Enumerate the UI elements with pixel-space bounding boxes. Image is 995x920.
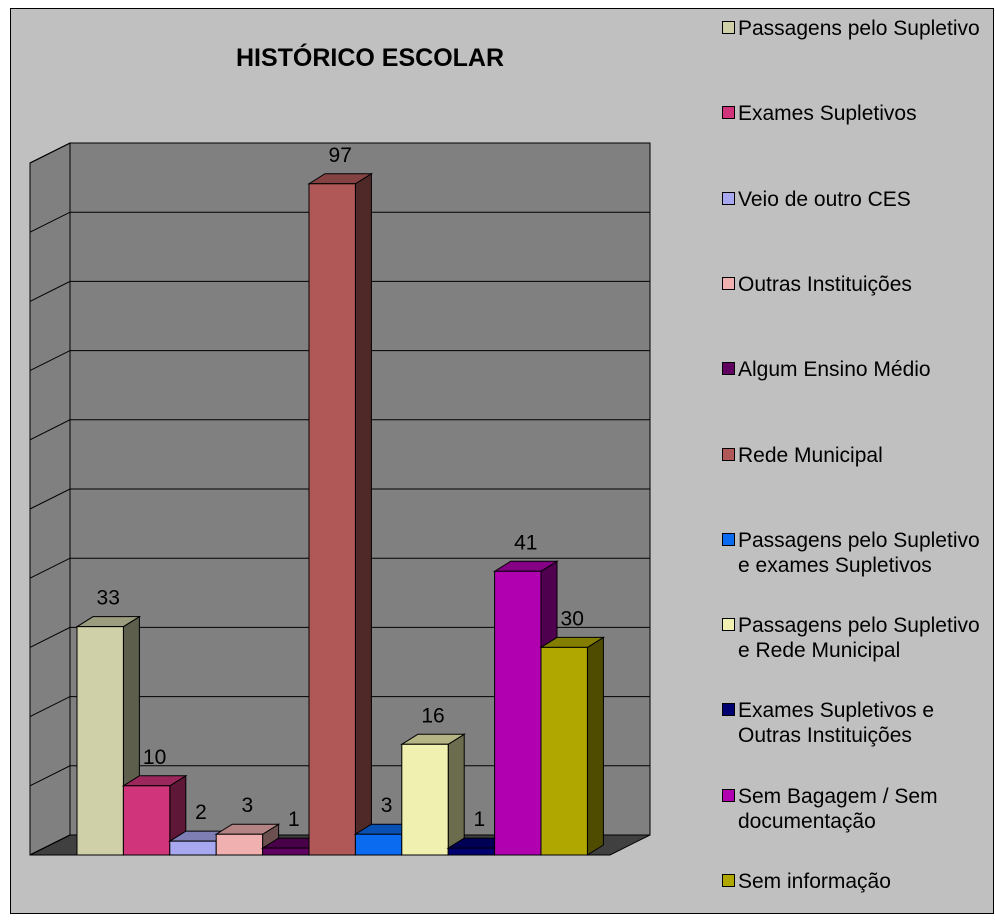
legend-label: Sem Bagagem / Sem documentação [738,784,938,833]
data-label: 10 [143,746,166,769]
legend-entry: Sem informação [722,869,984,894]
bar-front [76,626,124,856]
legend-label: Exames Supletivos e Outras Instituições [738,699,935,748]
legend-swatch [722,191,735,205]
grid-line [29,350,650,372]
legend-label: Passagens pelo Supletivo e Rede Municipa… [738,614,980,663]
bar-front [122,785,171,856]
legend-entry: Passagens pelo Supletivo e exames Suplet… [722,528,984,578]
legend-label: Rede Municipal [738,443,883,467]
legend-entry: Exames Supletivos [722,101,984,126]
bar-front [262,847,310,856]
bar-side [354,172,372,856]
legend-entry: Passagens pelo Supletivo e Rede Municipa… [722,613,984,663]
legend-entry: Passagens pelo Supletivo [722,16,984,41]
grid-line [29,488,650,510]
bar [539,636,606,856]
bar-front [540,646,588,856]
legend-swatch [722,532,735,546]
grid-line [29,211,650,233]
data-label: 97 [329,144,352,167]
legend-label: Passagens pelo Supletivo [738,17,980,40]
data-label: 1 [288,808,300,831]
legend-swatch [722,618,735,632]
bar [75,615,142,856]
legend-swatch [722,447,735,461]
grid-line [29,557,650,579]
legend-entry: Algum Ensino Médio [722,357,984,382]
chart-title: HISTÓRICO ESCOLAR [236,42,504,72]
legend-label: Sem informação [738,870,891,893]
data-label: 3 [381,794,393,817]
legend-entry: Outras Instituições [722,272,984,297]
bar [307,172,374,856]
legend-swatch [722,703,735,717]
data-label: 41 [514,531,537,554]
grid-line [29,696,650,718]
bar [400,733,466,856]
legend: Passagens pelo Supletivo Exames Supletivo… [722,0,990,920]
legend-entry: Rede Municipal [722,443,984,468]
legend-swatch [722,21,735,34]
bar-front [447,847,496,856]
grid-line [29,280,650,302]
legend-swatch [722,874,735,887]
data-label: 3 [242,794,254,817]
legend-swatch [722,276,735,290]
grid-line [29,419,650,441]
legend-swatch [722,362,735,376]
bar-front [354,833,403,856]
bar-front [401,743,449,856]
data-label: 33 [97,587,120,610]
data-label: 30 [561,607,584,630]
grid-line [29,626,650,648]
legend-label: Outras Instituições [738,272,912,296]
data-label: 2 [195,801,207,824]
legend-label: Passagens pelo Supletivo e exames Suplet… [738,528,980,577]
legend-label: Exames Supletivos [738,102,917,126]
bar-side [586,636,604,856]
data-label: 16 [421,704,444,727]
legend-entry: Exames Supletivos e Outras Instituições [722,698,984,748]
legend-entry: Sem Bagagem / Sem documentação [722,784,984,834]
bar-front [169,840,217,856]
data-label: 1 [474,808,486,831]
bar-front [215,833,264,856]
legend-entry: Veio de outro CES [722,187,984,212]
bar-side [447,733,465,856]
legend-swatch [722,788,735,802]
legend-label: Veio de outro CES [738,187,911,211]
bar-front [494,570,542,856]
grid-line [29,142,650,164]
legend-swatch [722,106,735,120]
legend-label: Algum Ensino Médio [738,358,931,382]
bar-front [308,183,356,856]
